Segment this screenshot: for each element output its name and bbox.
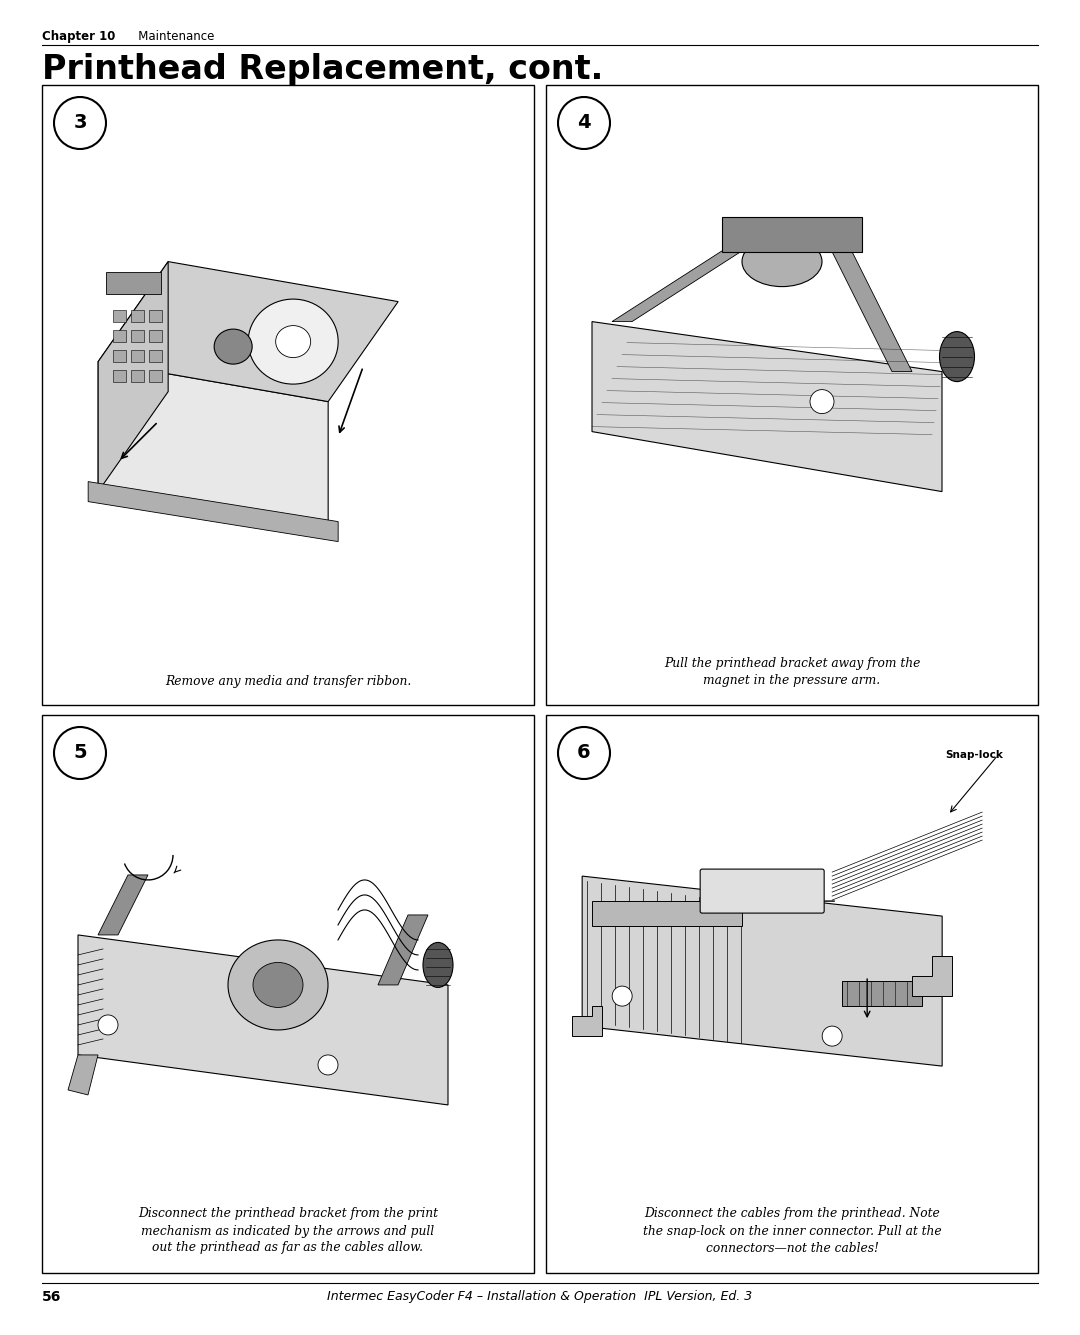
Ellipse shape xyxy=(423,943,453,988)
Ellipse shape xyxy=(214,330,252,364)
Bar xyxy=(546,716,1038,1274)
Ellipse shape xyxy=(275,326,311,358)
Text: Disconnect the cables from the printhead. Note
the snap-lock on the inner connec: Disconnect the cables from the printhead… xyxy=(643,1207,942,1255)
Bar xyxy=(131,330,144,342)
Bar xyxy=(131,310,144,322)
Text: Snap-lock: Snap-lock xyxy=(945,750,1003,760)
Bar xyxy=(546,85,1038,705)
Bar xyxy=(131,350,144,362)
Text: 56: 56 xyxy=(42,1290,62,1304)
Bar xyxy=(113,310,126,322)
Polygon shape xyxy=(572,1007,603,1036)
Bar xyxy=(149,370,162,382)
Circle shape xyxy=(558,728,610,780)
Ellipse shape xyxy=(940,331,974,382)
Bar xyxy=(149,350,162,362)
Circle shape xyxy=(558,97,610,150)
Polygon shape xyxy=(832,251,912,371)
Circle shape xyxy=(822,1027,842,1047)
Bar xyxy=(113,330,126,342)
Polygon shape xyxy=(98,874,148,934)
Polygon shape xyxy=(913,956,953,996)
Ellipse shape xyxy=(253,963,303,1008)
Polygon shape xyxy=(612,231,772,322)
Polygon shape xyxy=(378,914,428,985)
Bar xyxy=(131,370,144,382)
Bar xyxy=(723,216,862,251)
Bar xyxy=(113,370,126,382)
Circle shape xyxy=(318,1055,338,1075)
Circle shape xyxy=(612,987,632,1007)
Bar xyxy=(149,330,162,342)
FancyBboxPatch shape xyxy=(700,869,824,913)
Text: Intermec EasyCoder F4 – Installation & Operation  IPL Version, Ed. 3: Intermec EasyCoder F4 – Installation & O… xyxy=(327,1290,753,1303)
Circle shape xyxy=(810,390,834,414)
Bar xyxy=(42,85,534,705)
Ellipse shape xyxy=(228,940,328,1029)
Polygon shape xyxy=(98,262,168,491)
Polygon shape xyxy=(98,262,399,402)
Circle shape xyxy=(98,1015,118,1035)
Text: Disconnect the printhead bracket from the print
mechanism as indicated by the ar: Disconnect the printhead bracket from th… xyxy=(138,1207,438,1255)
Text: 3: 3 xyxy=(73,113,86,132)
Polygon shape xyxy=(68,1055,98,1095)
Polygon shape xyxy=(78,934,448,1105)
Text: 5: 5 xyxy=(73,744,86,762)
Circle shape xyxy=(54,728,106,780)
Ellipse shape xyxy=(248,299,338,384)
Bar xyxy=(42,716,534,1274)
Bar xyxy=(106,271,161,294)
Bar xyxy=(113,350,126,362)
Text: Chapter 10: Chapter 10 xyxy=(42,29,116,43)
Bar xyxy=(149,310,162,322)
Text: Maintenance: Maintenance xyxy=(127,29,214,43)
Bar xyxy=(842,981,922,1007)
Text: Pull the printhead bracket away from the
magnet in the pressure arm.: Pull the printhead bracket away from the… xyxy=(664,657,920,688)
Ellipse shape xyxy=(742,236,822,287)
Bar xyxy=(592,901,742,926)
Text: Printhead Replacement, cont.: Printhead Replacement, cont. xyxy=(42,53,604,85)
Polygon shape xyxy=(582,876,942,1067)
Polygon shape xyxy=(89,482,338,542)
Polygon shape xyxy=(98,362,328,531)
Text: Remove any media and transfer ribbon.: Remove any media and transfer ribbon. xyxy=(165,674,411,688)
Text: 6: 6 xyxy=(577,744,591,762)
Polygon shape xyxy=(592,322,942,491)
Circle shape xyxy=(54,97,106,150)
Text: 4: 4 xyxy=(577,113,591,132)
